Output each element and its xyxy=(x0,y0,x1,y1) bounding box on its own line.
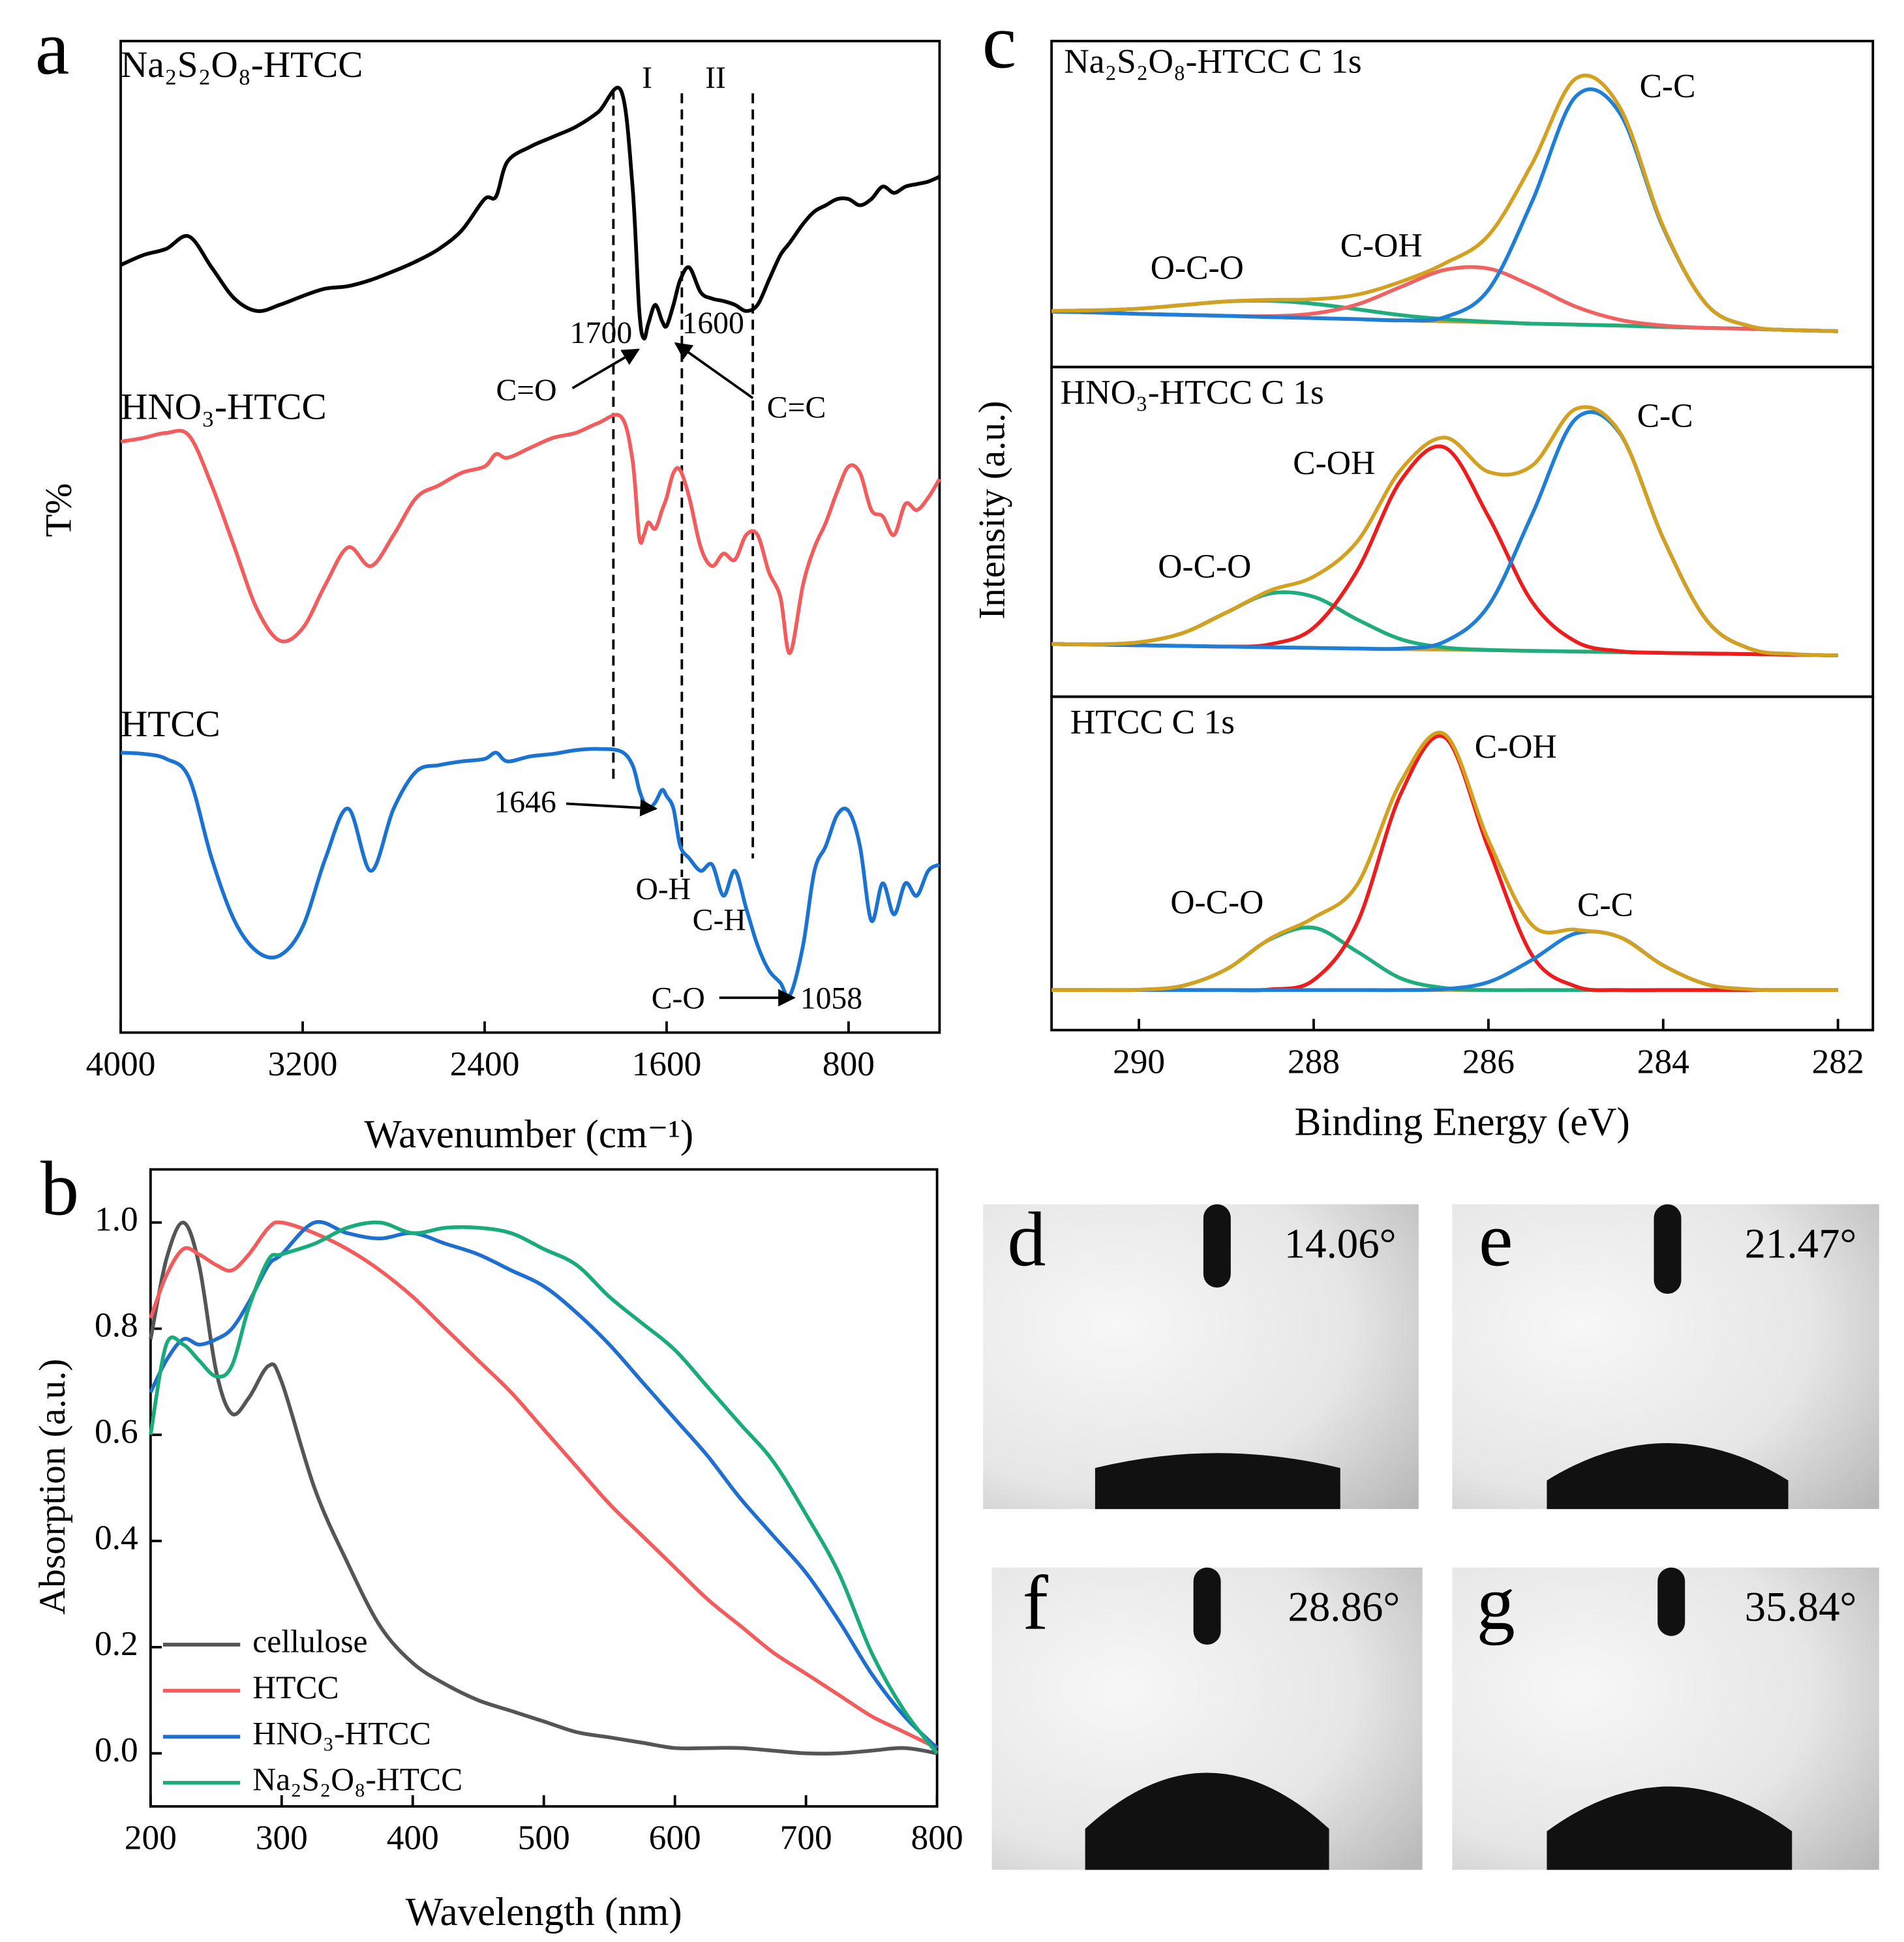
x-axis-label: Binding Energy (eV) xyxy=(1295,1101,1630,1144)
series-line xyxy=(149,1220,938,1750)
needle xyxy=(1193,1567,1221,1645)
plot-frame xyxy=(1050,695,1875,1032)
series-line xyxy=(1051,73,1838,333)
series-line xyxy=(149,1220,939,1755)
plot-frame xyxy=(119,40,941,1034)
y-tick-label: 0.8 xyxy=(95,1306,138,1345)
series-label: HTCC xyxy=(121,704,220,745)
needle xyxy=(1657,1567,1685,1636)
x-tick-label: 200 xyxy=(125,1818,177,1857)
annotation: 1700 xyxy=(570,316,632,350)
x-tick-label: 3200 xyxy=(268,1044,338,1083)
series-label: HNO₃-HTCC xyxy=(121,387,327,428)
series-line xyxy=(149,1219,939,1750)
contact-angle: 14.06° xyxy=(1284,1220,1397,1267)
arrow xyxy=(571,348,641,389)
x-tick-label: 2400 xyxy=(450,1044,520,1083)
series-line xyxy=(1051,87,1838,333)
x-tick-label: 800 xyxy=(823,1044,875,1083)
x-tick-label: 700 xyxy=(780,1818,832,1857)
series-label: C-C xyxy=(1640,68,1696,105)
annotation: C=C xyxy=(767,391,826,425)
x-tick-label: 300 xyxy=(256,1818,308,1857)
subplot-title: Na₂S₂O₈-HTCC C 1s xyxy=(1064,41,1361,80)
annotation: C=O xyxy=(496,374,556,408)
arrow xyxy=(674,342,754,400)
image-label: d xyxy=(1007,1197,1046,1283)
annotation: C-O xyxy=(652,982,705,1016)
x-tick-label: 400 xyxy=(387,1818,439,1857)
series-line xyxy=(1051,730,1838,993)
contact-angle: 28.86° xyxy=(1288,1583,1400,1630)
image-label: e xyxy=(1479,1197,1513,1283)
x-tick-label: 286 xyxy=(1462,1041,1515,1081)
series-label: C-C xyxy=(1637,398,1693,435)
x-tick-label: 290 xyxy=(1113,1041,1165,1081)
series-label: Na₂S₂O₈-HTCC xyxy=(121,44,363,85)
panel-label: c xyxy=(982,0,1017,84)
annotation: 1646 xyxy=(494,785,556,819)
series-line xyxy=(149,1220,938,1756)
needle xyxy=(1654,1204,1682,1294)
x-tick-label: 284 xyxy=(1637,1041,1689,1081)
droplet xyxy=(1085,1772,1329,1870)
annotation: 1058 xyxy=(800,982,862,1016)
annotation: 1600 xyxy=(682,306,744,340)
series-line xyxy=(1051,405,1838,658)
legend-label: HNO₃-HTCC xyxy=(252,1716,431,1752)
contact-angle: 35.84° xyxy=(1745,1583,1857,1630)
series-label: O-C-O xyxy=(1158,548,1251,586)
series-label: C-OH xyxy=(1475,728,1557,766)
subplot-title: HTCC C 1s xyxy=(1070,702,1235,741)
series-label: O-C-O xyxy=(1170,884,1263,921)
arrow xyxy=(566,799,658,817)
annotation: O-H xyxy=(635,873,691,906)
series-line xyxy=(1051,734,1838,993)
y-tick-label: 0.0 xyxy=(95,1730,138,1769)
y-axis-label: Absorption (a.u.) xyxy=(32,1359,73,1615)
y-tick-label: 0.6 xyxy=(95,1412,138,1451)
image-label: f xyxy=(1023,1561,1049,1646)
x-tick-label: 500 xyxy=(518,1818,570,1857)
x-tick-label: 1600 xyxy=(632,1044,702,1083)
series-label: C-OH xyxy=(1340,227,1423,264)
y-tick-label: 1.0 xyxy=(95,1199,138,1238)
annotation: II xyxy=(705,61,726,95)
x-tick-label: 282 xyxy=(1812,1041,1864,1081)
series-line xyxy=(119,85,941,341)
legend-label: HTCC xyxy=(252,1669,339,1705)
x-axis-label: Wavelength (nm) xyxy=(406,1890,682,1934)
panel-label: a xyxy=(35,5,70,91)
image-label: g xyxy=(1477,1561,1515,1646)
x-tick-label: 600 xyxy=(649,1818,701,1857)
y-axis-label: T% xyxy=(38,483,80,537)
needle xyxy=(1203,1204,1231,1288)
x-tick-label: 288 xyxy=(1288,1041,1340,1081)
droplet xyxy=(1547,1786,1792,1870)
series-label: O-C-O xyxy=(1151,250,1244,287)
series-label: C-C xyxy=(1577,886,1633,923)
series-label: C-OH xyxy=(1293,445,1375,482)
plot-frame xyxy=(1050,40,1875,368)
y-tick-label: 0.2 xyxy=(95,1624,138,1663)
x-tick-label: 800 xyxy=(911,1818,963,1857)
annotation: I xyxy=(642,61,652,95)
y-tick-label: 0.4 xyxy=(95,1517,138,1557)
series-line xyxy=(1051,925,1838,993)
legend-label: cellulose xyxy=(252,1623,367,1659)
droplet xyxy=(1547,1442,1789,1510)
subplot-title: HNO₃-HTCC C 1s xyxy=(1060,372,1323,411)
x-tick-label: 4000 xyxy=(86,1044,156,1083)
panel-label: b xyxy=(40,1146,79,1231)
contact-angle: 21.47° xyxy=(1745,1220,1857,1267)
annotation: C-H xyxy=(693,903,746,937)
series-line xyxy=(1051,929,1838,993)
legend-label: Na₂S₂O₈-HTCC xyxy=(252,1761,462,1797)
x-axis-label: Wavenumber (cm⁻¹) xyxy=(364,1113,693,1157)
droplet xyxy=(1095,1453,1340,1510)
y-axis-label: Intensity (a.u.) xyxy=(971,401,1012,620)
series-line xyxy=(120,413,941,655)
